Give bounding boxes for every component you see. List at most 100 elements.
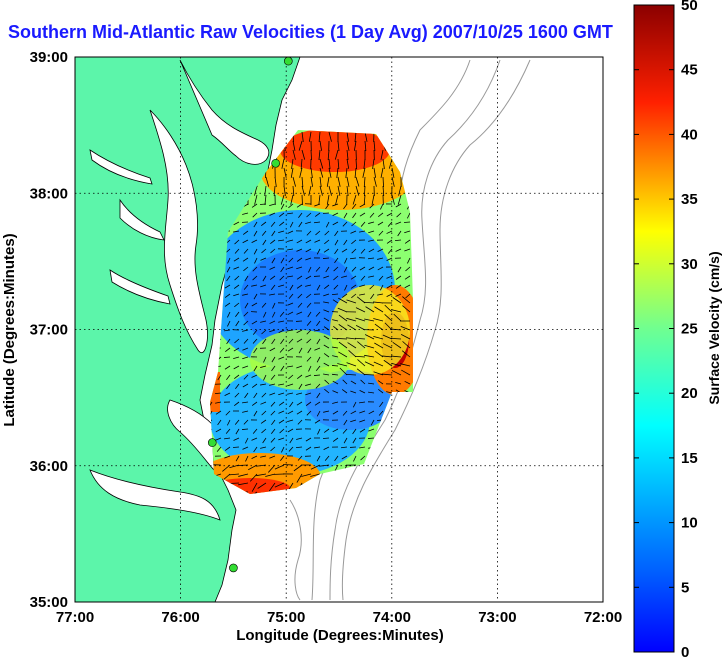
- velocity-arrow: [380, 203, 384, 210]
- velocity-arrow: [287, 302, 294, 306]
- velocity-arrow: [359, 401, 366, 404]
- x-tick-label: 76:00: [161, 609, 199, 626]
- velocity-arrow: [263, 311, 267, 318]
- velocity-arrow: [269, 266, 276, 270]
- velocity-arrow: [306, 329, 312, 335]
- velocity-arrow: [373, 176, 377, 187]
- velocity-arrow: [373, 371, 384, 376]
- velocity-arrow: [386, 275, 393, 279]
- velocity-arrow: [260, 401, 267, 405]
- velocity-arrow: [356, 368, 366, 376]
- velocity-arrow: [359, 293, 366, 296]
- velocity-arrow: [253, 248, 258, 255]
- velocity-arrow: [323, 317, 330, 322]
- velocity-arrow: [354, 131, 357, 142]
- velocity-arrow: [316, 284, 321, 291]
- velocity-arrow: [318, 194, 321, 205]
- velocity-arrow: [306, 320, 312, 326]
- velocity-arrow: [281, 158, 285, 169]
- velocity-arrow: [288, 374, 294, 380]
- velocity-arrow: [374, 306, 384, 313]
- velocity-arrow: [290, 194, 294, 205]
- velocity-arrow: [253, 365, 258, 372]
- velocity-arrow: [244, 392, 249, 399]
- velocity-arrow: [386, 284, 393, 289]
- velocity-arrow: [332, 212, 339, 217]
- velocity-arrow: [374, 323, 384, 331]
- velocity-arrow: [395, 221, 402, 225]
- velocity-arrow: [215, 428, 222, 433]
- velocity-arrow: [278, 329, 285, 334]
- velocity-arrow: [316, 356, 321, 363]
- velocity-arrow: [391, 370, 402, 376]
- velocity-arrow: [393, 313, 402, 322]
- velocity-arrow: [328, 131, 332, 142]
- velocity-arrow: [346, 131, 349, 142]
- velocity-arrow: [360, 248, 366, 254]
- velocity-arrow: [233, 293, 240, 297]
- velocity-arrow: [351, 221, 357, 227]
- velocity-arrow: [344, 284, 348, 291]
- velocity-arrow: [365, 306, 375, 313]
- velocity-arrow: [370, 419, 375, 426]
- colorbar-tick-label: 40: [681, 126, 698, 143]
- velocity-arrow: [400, 363, 411, 367]
- velocity-arrow: [296, 266, 303, 270]
- colorbar-tick-label: 45: [681, 62, 698, 79]
- velocity-arrow: [280, 365, 285, 372]
- velocity-arrow: [363, 176, 366, 188]
- velocity-arrow: [251, 284, 258, 287]
- velocity-arrow: [378, 410, 384, 416]
- velocity-arrow: [287, 266, 294, 270]
- velocity-arrow: [233, 257, 240, 262]
- velocity-arrow: [292, 140, 296, 151]
- velocity-arrow: [278, 383, 285, 386]
- velocity-arrow: [316, 338, 321, 345]
- velocity-arrow: [343, 212, 348, 219]
- velocity-arrow: [333, 275, 339, 281]
- velocity-arrow: [253, 446, 258, 453]
- velocity-arrow: [394, 239, 402, 242]
- radar-stations: [207, 56, 293, 573]
- velocity-arrow: [251, 482, 258, 492]
- velocity-arrow: [323, 344, 330, 349]
- velocity-arrow: [305, 401, 312, 406]
- velocity-arrow: [238, 473, 249, 477]
- velocity-arrow: [278, 230, 285, 234]
- velocity-arrow: [305, 437, 312, 442]
- velocity-arrow: [363, 185, 366, 197]
- velocity-arrow: [360, 379, 366, 385]
- velocity-arrow: [298, 212, 303, 219]
- velocity-arrow: [296, 311, 303, 315]
- velocity-arrow: [260, 446, 267, 449]
- velocity-arrow: [305, 275, 312, 280]
- velocity-arrow: [359, 230, 366, 233]
- velocity-arrow: [338, 314, 348, 322]
- velocity-arrow: [224, 455, 231, 459]
- radar-station-marker: [284, 56, 293, 66]
- velocity-arrow: [270, 221, 276, 227]
- velocity-arrow: [278, 392, 285, 396]
- velocity-arrow: [354, 167, 357, 178]
- velocity-field: [210, 130, 413, 494]
- velocity-arrow: [252, 338, 258, 344]
- velocity-arrow: [217, 374, 222, 381]
- velocity-arrow: [359, 428, 366, 433]
- velocity-arrow: [360, 275, 366, 281]
- velocity-arrow: [380, 149, 384, 160]
- velocity-arrow: [346, 299, 357, 304]
- velocity-arrow: [390, 337, 402, 340]
- y-tick-label: 38:00: [30, 185, 68, 202]
- velocity-arrow: [243, 311, 249, 317]
- velocity-arrow: [287, 410, 294, 415]
- velocity-arrow: [287, 428, 294, 433]
- velocity-arrow: [269, 212, 276, 216]
- velocity-arrow: [391, 362, 402, 367]
- velocity-arrow: [253, 293, 258, 300]
- velocity-arrow: [296, 239, 303, 244]
- velocity-arrow: [404, 380, 411, 385]
- velocity-arrow: [310, 167, 313, 178]
- velocity-arrow: [350, 410, 357, 415]
- velocity-arrow: [269, 347, 276, 352]
- velocity-arrow: [405, 293, 411, 299]
